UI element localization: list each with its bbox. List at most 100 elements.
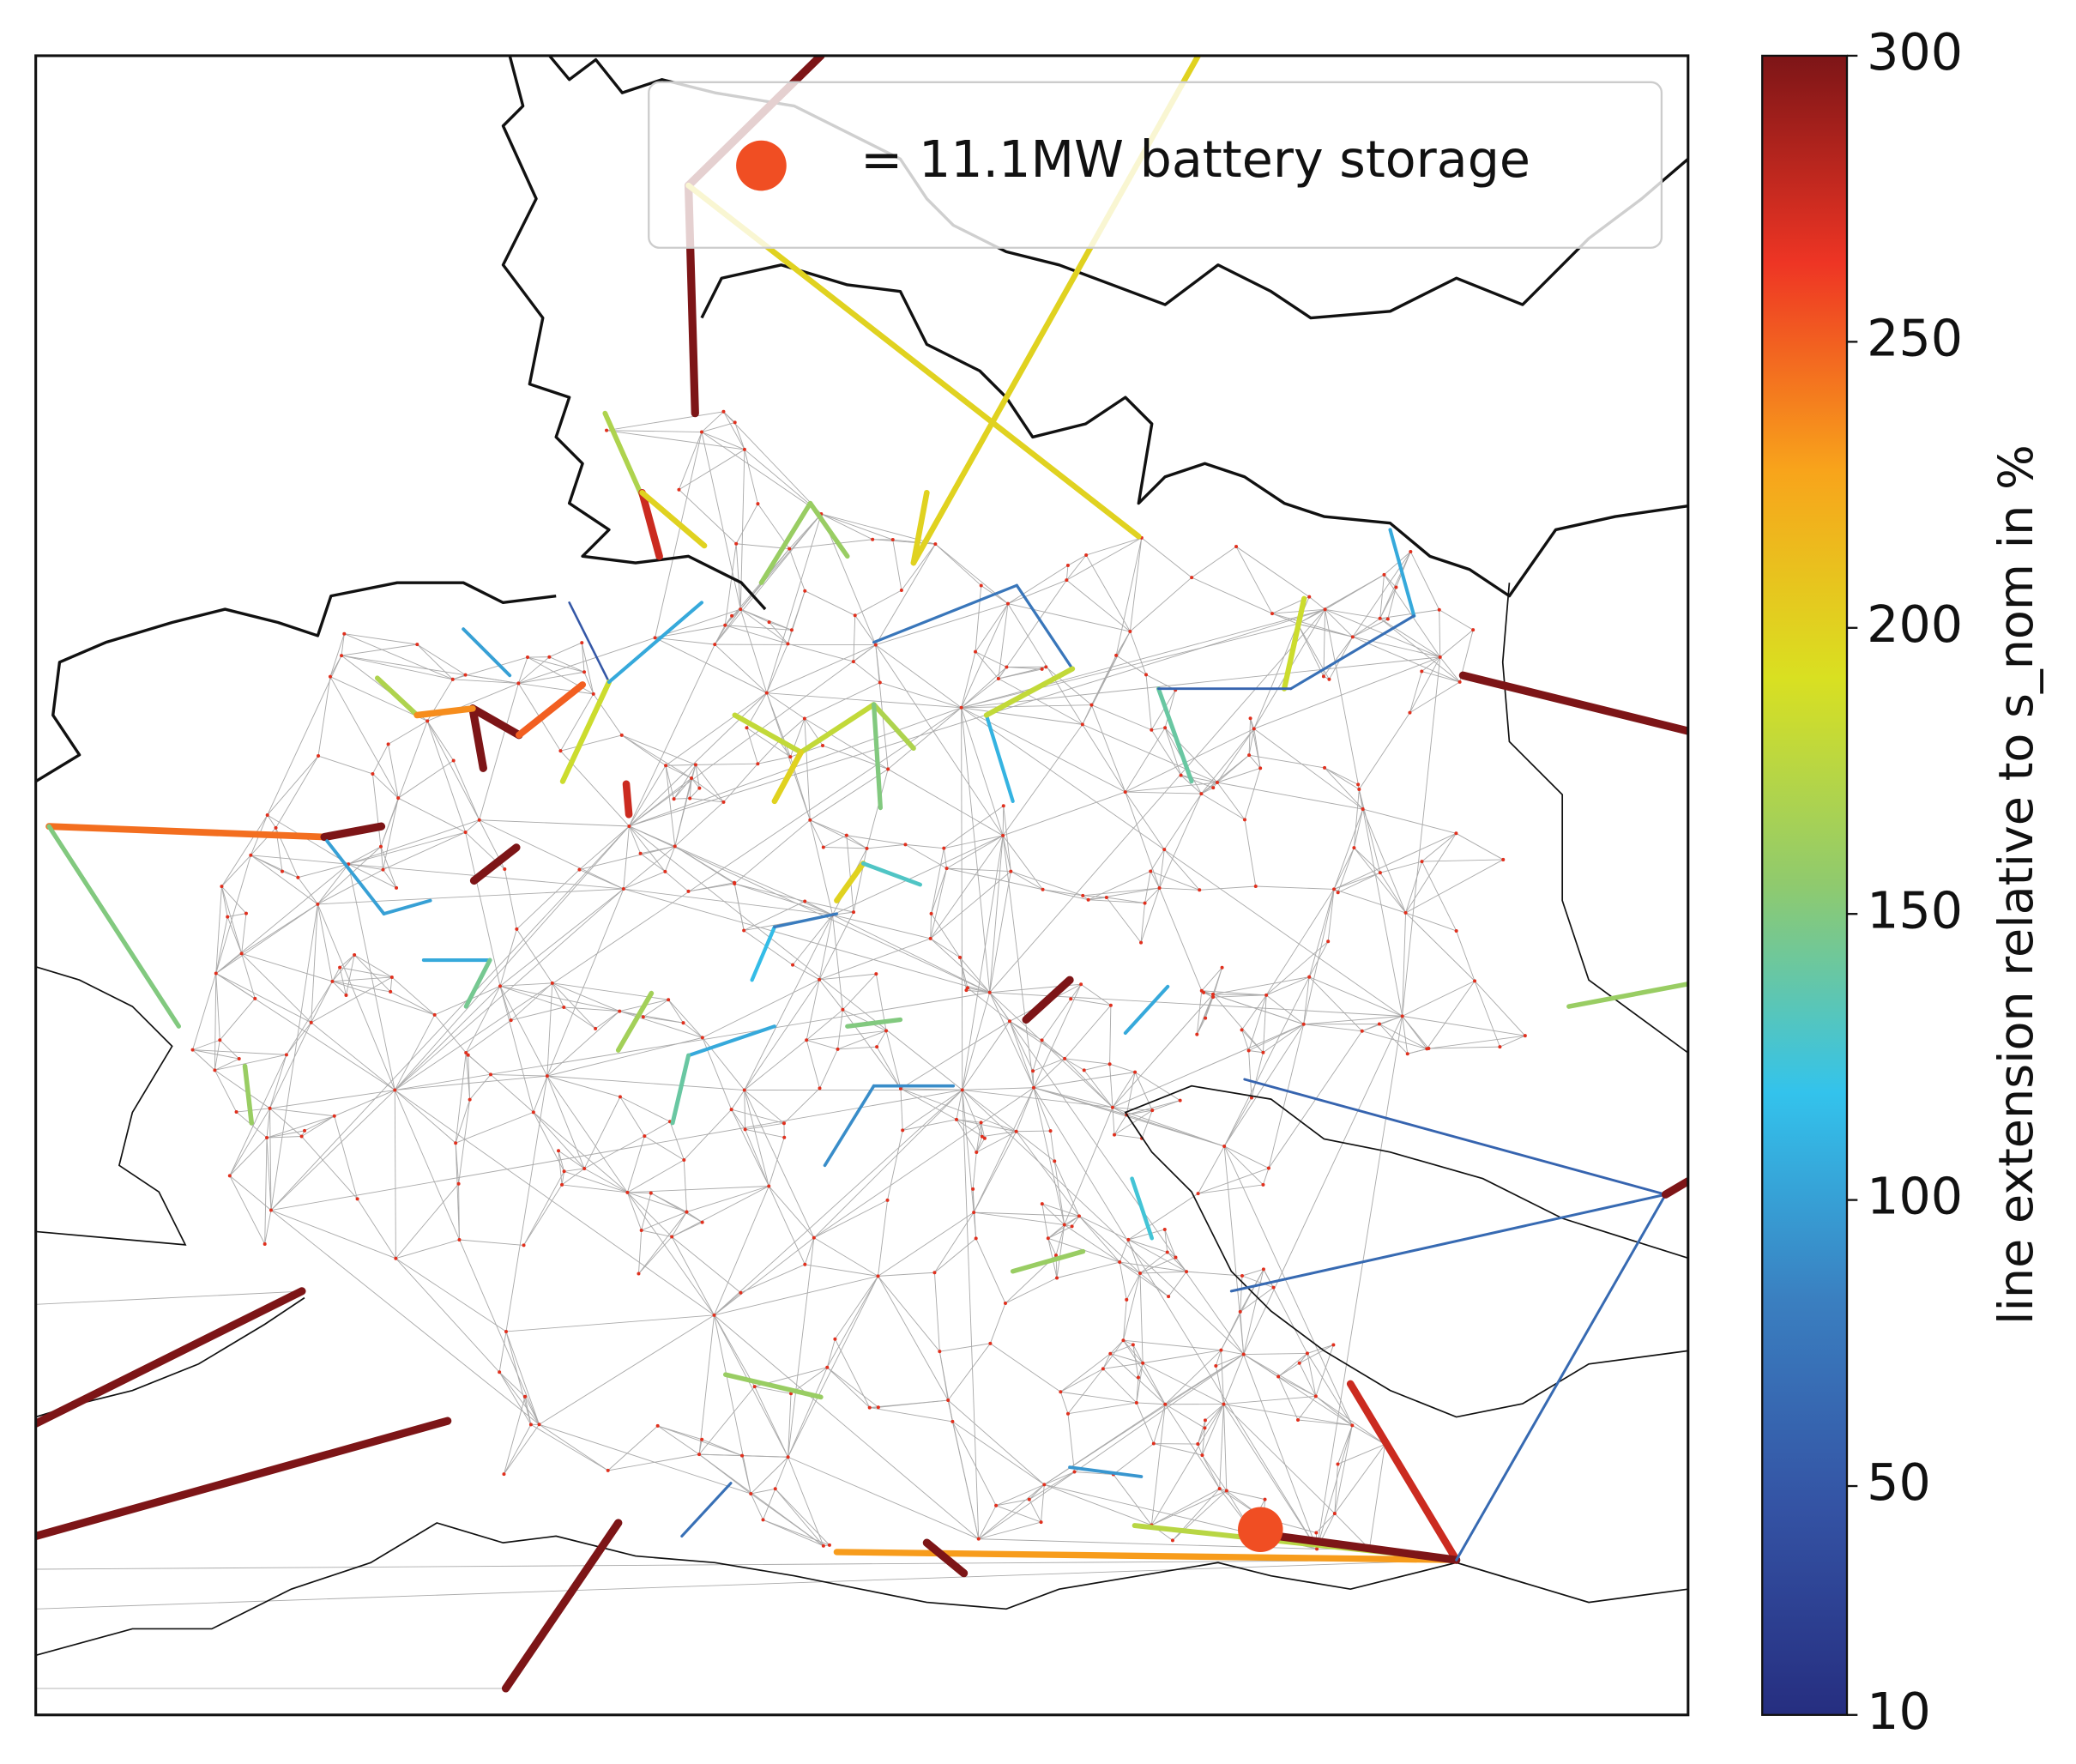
grid-line [499,888,625,987]
grid-line [1142,1362,1224,1405]
grid-line [1201,1404,1224,1456]
grid-line [674,846,833,915]
grid-line [1078,1216,1120,1263]
grid-line [241,952,333,982]
grid-line [1353,788,1360,849]
bus-node [545,1074,549,1078]
bus-node [1264,993,1269,997]
bus-node [263,1241,267,1246]
grid-line [1122,1299,1127,1341]
grid-line [269,1090,395,1109]
grid-line [1324,767,1360,790]
bus-node [996,676,1000,681]
grid-line [657,1425,743,1457]
extended-line [413,705,476,719]
bus-node [1157,886,1162,891]
grid-line [250,855,299,879]
grid-line [1129,537,1143,632]
grid-line [267,755,319,816]
grid-line [818,915,833,980]
extended-line [320,822,386,842]
grid-line [583,1096,621,1169]
grid-line [523,1171,565,1246]
grid-line [751,1488,775,1495]
grid-line [388,744,399,799]
grid-line [329,676,428,722]
grid-line [878,1272,935,1277]
grid-line [1123,1339,1134,1345]
grid-line [226,916,243,954]
bus-node [528,1423,533,1427]
grid-line [735,543,741,610]
bus-node [338,965,342,970]
grid-line [1308,976,1403,1017]
grid-line [1032,1058,1065,1072]
grid-line [714,1314,751,1495]
grid-line [510,982,553,1021]
grid-line [1067,1402,1137,1415]
grid-line [1428,1046,1500,1049]
grid-line [269,1108,335,1117]
bus-node [393,1088,397,1092]
grid-line [714,1089,963,1316]
bus-node [621,887,625,891]
extended-line [807,500,850,559]
grid-line [688,882,735,892]
bus-node [537,1423,541,1427]
bus-node [803,589,807,593]
bus-node [643,1134,647,1139]
bus-node [1420,860,1424,864]
colorbar [1761,54,1849,1716]
grid-line [1164,1229,1168,1253]
grid-line [974,1211,1079,1217]
bus-node [1377,1022,1381,1026]
grid-line [725,625,788,644]
grid-line [1334,1513,1370,1550]
grid-line [714,625,726,645]
grid-line [745,1122,785,1130]
bus-node [1403,910,1408,915]
bus-node [688,796,692,800]
grid-line [564,1170,628,1193]
grid-line [1405,912,1457,932]
grid-line [621,734,667,766]
grid-line [1212,976,1310,995]
bus-node [1014,1129,1018,1133]
grid-line [516,869,580,930]
grid-line [734,422,745,450]
bus-node [721,800,726,804]
grid-line [499,928,517,987]
grid-line [1129,631,1147,675]
grid-line [846,835,854,913]
grid-line [931,867,947,914]
grid-line [947,1343,991,1401]
bus-node [317,754,321,758]
grid-line [744,915,833,1090]
grid-line [701,411,724,432]
grid-line [1041,1040,1065,1060]
grid-line [518,682,594,695]
grid-line [1297,608,1325,625]
bus-node [773,1487,777,1491]
grid-line [961,707,991,993]
grid-line [1352,618,1380,637]
grid-line [1060,1368,1104,1392]
grid-line [455,1143,460,1241]
grid-line [1221,1350,1244,1356]
grid-line [1299,1344,1334,1364]
grid-line [1334,1464,1338,1514]
grid-line [621,734,697,765]
grid-line [1139,1273,1144,1363]
grid-line [1333,832,1457,890]
extended-line [622,780,633,819]
grid-line [1303,889,1335,1024]
coastline [548,55,1688,320]
grid-line [347,864,395,1090]
grid-line [995,1505,1041,1523]
bus-node [371,771,375,776]
grid-line [269,1022,312,1109]
grid-line [1223,1395,1316,1405]
grid-line [1308,976,1363,1032]
grid-line [740,1264,806,1294]
grid-line [1352,636,1460,683]
